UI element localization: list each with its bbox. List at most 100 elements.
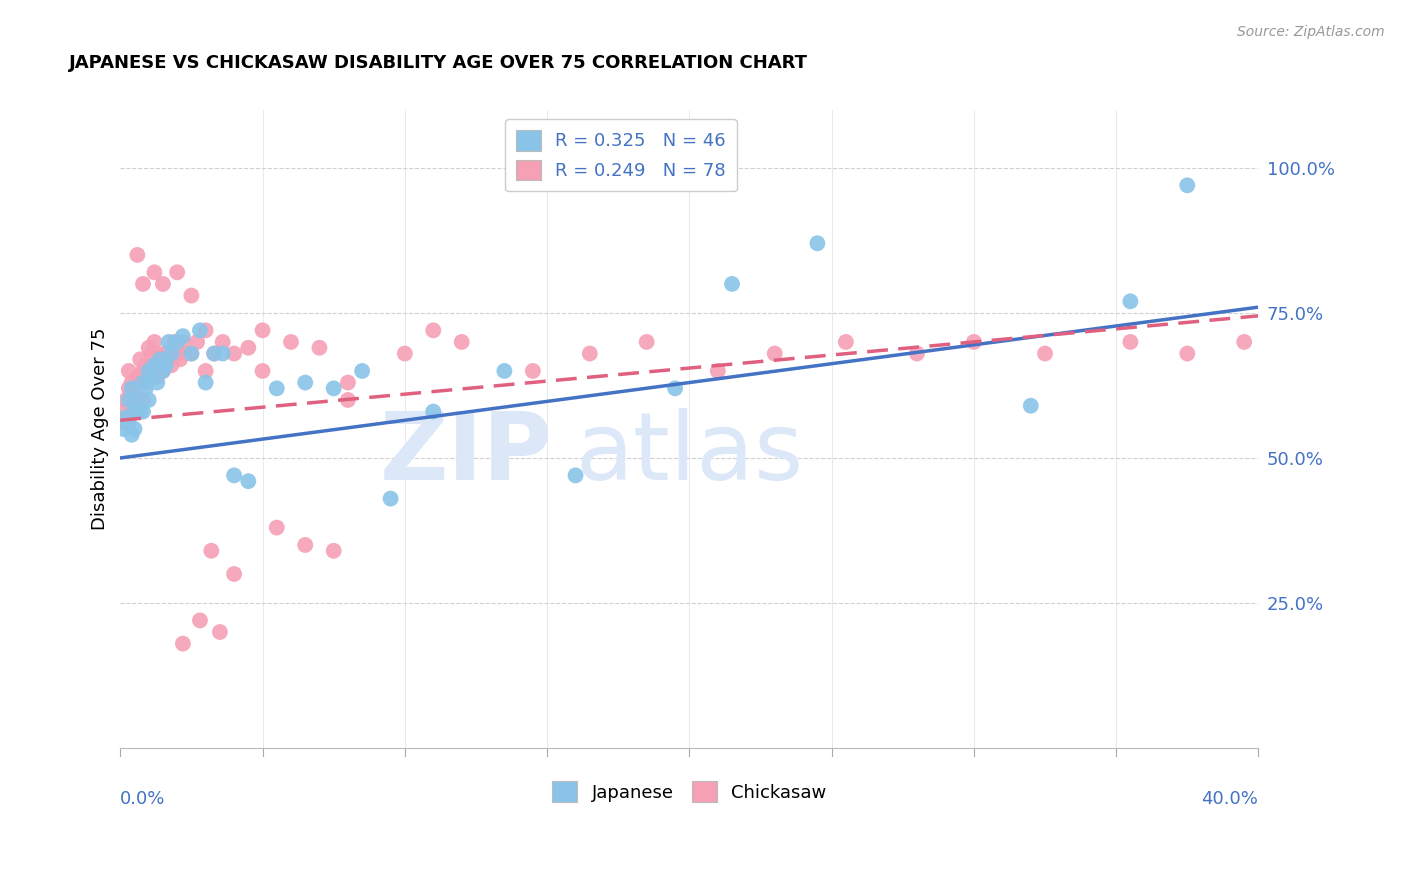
Point: [194, 376, 217, 390]
Point: [308, 341, 330, 355]
Point: [124, 381, 146, 395]
Point: [115, 416, 138, 430]
Point: [132, 404, 155, 418]
Point: [636, 334, 658, 349]
Point: [155, 358, 177, 372]
Point: [266, 520, 288, 534]
Point: [127, 404, 149, 418]
Point: [707, 364, 730, 378]
Point: [336, 392, 359, 407]
Point: [180, 288, 202, 302]
Point: [180, 346, 202, 360]
Point: [160, 346, 183, 360]
Text: 40.0%: 40.0%: [1202, 789, 1258, 807]
Point: [522, 364, 544, 378]
Point: [172, 637, 194, 651]
Point: [129, 376, 152, 390]
Point: [1233, 334, 1256, 349]
Point: [202, 346, 225, 360]
Point: [1119, 294, 1142, 309]
Point: [138, 369, 160, 384]
Point: [905, 346, 928, 360]
Point: [806, 236, 828, 251]
Point: [578, 346, 600, 360]
Text: ZIP: ZIP: [380, 409, 553, 500]
Point: [294, 538, 316, 552]
Point: [124, 404, 146, 418]
Point: [132, 364, 155, 378]
Point: [180, 346, 202, 360]
Point: [172, 334, 194, 349]
Point: [112, 404, 135, 418]
Point: [963, 334, 986, 349]
Point: [135, 381, 157, 395]
Point: [121, 399, 143, 413]
Point: [1175, 346, 1198, 360]
Point: [166, 265, 188, 279]
Point: [294, 376, 316, 390]
Point: [121, 427, 143, 442]
Point: [664, 381, 686, 395]
Point: [169, 352, 191, 367]
Y-axis label: Disability Age Over 75: Disability Age Over 75: [91, 327, 110, 530]
Point: [336, 376, 359, 390]
Point: [132, 392, 155, 407]
Point: [146, 376, 169, 390]
Point: [157, 352, 180, 367]
Point: [124, 422, 146, 436]
Point: [352, 364, 374, 378]
Point: [118, 392, 141, 407]
Point: [200, 543, 222, 558]
Point: [202, 346, 225, 360]
Point: [163, 334, 186, 349]
Point: [118, 364, 141, 378]
Point: [135, 358, 157, 372]
Text: Source: ZipAtlas.com: Source: ZipAtlas.com: [1237, 25, 1385, 39]
Point: [763, 346, 786, 360]
Point: [124, 392, 146, 407]
Point: [141, 346, 163, 360]
Point: [143, 358, 166, 372]
Point: [129, 352, 152, 367]
Point: [211, 346, 233, 360]
Text: JAPANESE VS CHICKASAW DISABILITY AGE OVER 75 CORRELATION CHART: JAPANESE VS CHICKASAW DISABILITY AGE OVE…: [69, 54, 808, 71]
Point: [152, 364, 174, 378]
Point: [422, 404, 444, 418]
Point: [222, 468, 245, 483]
Point: [152, 277, 174, 291]
Point: [160, 358, 183, 372]
Point: [149, 352, 172, 367]
Point: [322, 381, 344, 395]
Point: [222, 346, 245, 360]
Point: [141, 364, 163, 378]
Point: [127, 248, 149, 262]
Text: 0.0%: 0.0%: [121, 789, 166, 807]
Point: [238, 474, 260, 488]
Point: [1175, 178, 1198, 193]
Point: [208, 625, 231, 640]
Point: [450, 334, 472, 349]
Point: [138, 364, 160, 378]
Point: [252, 364, 274, 378]
Point: [1019, 399, 1042, 413]
Point: [118, 416, 141, 430]
Point: [127, 392, 149, 407]
Point: [188, 614, 211, 628]
Point: [280, 334, 302, 349]
Point: [166, 334, 188, 349]
Point: [138, 341, 160, 355]
Point: [564, 468, 586, 483]
Point: [132, 277, 155, 291]
Point: [143, 265, 166, 279]
Point: [252, 323, 274, 337]
Point: [266, 381, 288, 395]
Point: [143, 334, 166, 349]
Point: [835, 334, 858, 349]
Point: [380, 491, 402, 506]
Point: [157, 334, 180, 349]
Point: [146, 346, 169, 360]
Point: [115, 392, 138, 407]
Point: [121, 376, 143, 390]
Legend: Japanese, Chickasaw: Japanese, Chickasaw: [544, 774, 834, 809]
Point: [174, 346, 197, 360]
